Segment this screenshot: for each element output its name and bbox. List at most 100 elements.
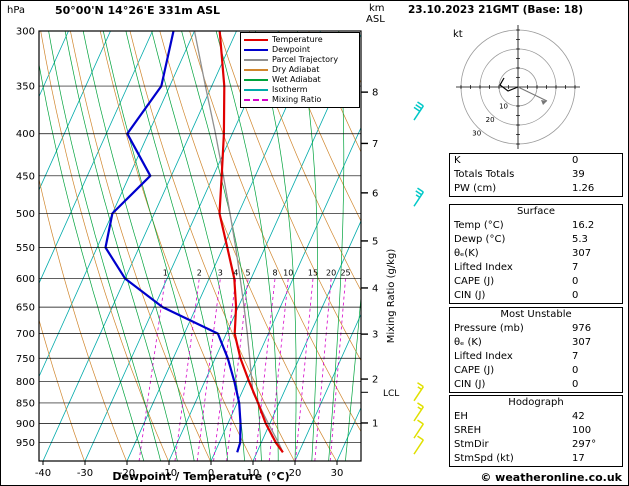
svg-text:5: 5 [246, 269, 251, 278]
row-value: 0 [572, 155, 579, 166]
svg-text:850: 850 [16, 398, 35, 409]
row-value: 100 [572, 425, 592, 436]
storm-motion-vector [517, 86, 548, 102]
svg-text:-40: -40 [35, 468, 51, 479]
row-label: K [454, 155, 461, 166]
row-label: StmSpd (kt) [454, 453, 514, 464]
svg-text:8: 8 [372, 88, 378, 99]
legend-label: Temperature [272, 35, 323, 44]
wind-barb [413, 402, 424, 422]
surface-table: Surface Temp (°C) 16.2 Dewp (°C) 5.3 θₑ(K)… [449, 204, 623, 304]
table-row: SREH 100 [450, 424, 622, 438]
hodograph-trace [499, 77, 519, 92]
svg-text:1: 1 [372, 418, 378, 429]
row-value: 42 [572, 411, 585, 422]
svg-text:-30: -30 [77, 468, 93, 479]
svg-text:3: 3 [218, 269, 223, 278]
x-axis-label: Dewpoint / Temperature (°C) [112, 470, 290, 483]
row-value: 7 [572, 351, 579, 362]
svg-text:7: 7 [372, 139, 378, 150]
row-label: SREH [454, 425, 482, 436]
hodograph-ring-label: 10 [499, 102, 508, 110]
svg-text:2: 2 [197, 269, 202, 278]
most-unstable-table: Most Unstable Pressure (mb) 976 θₑ (K) 307… [449, 307, 623, 393]
legend-swatch-mixing-ratio [244, 99, 268, 101]
legend-swatch-dry-adiabat [244, 69, 268, 71]
svg-text:10: 10 [247, 468, 260, 479]
svg-text:15: 15 [308, 269, 318, 278]
table-row: Pressure (mb) 976 [450, 322, 622, 336]
row-value: 0 [572, 276, 579, 287]
table-row: θₑ (K) 307 [450, 336, 622, 350]
table-row: Dewp (°C) 5.3 [450, 233, 622, 247]
altitude-unit-asl-label: ASL [366, 14, 385, 25]
svg-text:300: 300 [16, 27, 35, 38]
legend-label: Wet Adiabat [272, 75, 321, 84]
wind-barb [413, 419, 424, 439]
legend-item-dewpoint: Dewpoint [244, 45, 356, 55]
altitude-unit-km-label: km [369, 3, 385, 14]
plot-border [38, 30, 362, 462]
svg-text:750: 750 [16, 354, 35, 365]
mixing-ratio-lines [138, 278, 346, 461]
hodograph-unit-label: kt [453, 29, 463, 40]
legend-item-parcel-trajectory: Parcel Trajectory [244, 55, 356, 65]
table-row: θₑ(K) 307 [450, 247, 622, 261]
row-value: 17 [572, 453, 585, 464]
wind-barb [413, 101, 424, 121]
table-row: Temp (°C) 16.2 [450, 219, 622, 233]
svg-text:3: 3 [372, 330, 378, 341]
row-value: 16.2 [572, 220, 595, 231]
pressure-tick-labels: 300 350 400 450 500 550 600 650 700 750 800 850 900 9… [16, 27, 35, 450]
svg-text:8: 8 [272, 269, 277, 278]
svg-text:350: 350 [16, 82, 35, 93]
row-label: EH [454, 411, 468, 422]
legend-label: Mixing Ratio [272, 95, 322, 104]
row-value: 0 [572, 365, 579, 376]
svg-text:10: 10 [283, 269, 293, 278]
station-title: 50°00'N 14°26'E 331m ASL [55, 4, 221, 17]
temp-axis: -40 -30 -20 -10 0 10 20 30 [35, 461, 344, 479]
legend-swatch-isotherm [244, 89, 268, 91]
wind-barb [413, 382, 424, 402]
svg-text:-10: -10 [161, 468, 177, 479]
wind-barb [413, 435, 424, 455]
row-value: 5.3 [572, 234, 588, 245]
row-label: Dewp (°C) [454, 234, 506, 245]
legend-label: Isotherm [272, 85, 308, 94]
storm-motion-arrowhead [541, 100, 547, 105]
skewt-diagram: 1 2 3 4 5 8 10 15 20 2530035040045050055060065070… [16, 27, 424, 479]
row-label: PW (cm) [454, 183, 497, 194]
table-row: StmDir 297° [450, 438, 622, 452]
hodograph-ring-label: 30 [472, 129, 481, 137]
row-label: θₑ (K) [454, 337, 482, 348]
legend-label: Parcel Trajectory [272, 55, 339, 64]
row-label: Temp (°C) [454, 220, 504, 231]
svg-text:1: 1 [163, 269, 168, 278]
row-value: 307 [572, 337, 592, 348]
svg-text:5: 5 [372, 236, 378, 247]
dewpoint-curve [104, 31, 242, 453]
svg-text:400: 400 [16, 129, 35, 140]
svg-text:30: 30 [331, 468, 344, 479]
table-row: Totals Totals 39 [450, 168, 622, 182]
wind-barbs [413, 101, 424, 455]
row-value: 0 [572, 290, 579, 301]
row-label: CIN (J) [454, 290, 486, 301]
row-label: StmDir [454, 439, 489, 450]
legend-swatch-dewpoint [244, 49, 268, 51]
parcel-trajectory-curve [193, 31, 284, 453]
table-row: CIN (J) 0 [450, 378, 622, 392]
svg-text:450: 450 [16, 171, 35, 182]
table-row: CAPE (J) 0 [450, 275, 622, 289]
row-value: 39 [572, 169, 585, 180]
svg-text:950: 950 [16, 438, 35, 449]
mixing-ratio-labels: 1 2 3 4 5 8 10 15 20 25 [163, 269, 351, 278]
table-row: Lifted Index 7 [450, 261, 622, 275]
wind-barb [413, 187, 424, 207]
row-label: Totals Totals [454, 169, 515, 180]
hodograph-table: Hodograph EH 42 SREH 100 StmDir 297° StmSpd… [449, 395, 623, 467]
legend-item-dry-adiabat: Dry Adiabat [244, 65, 356, 75]
row-value: 297° [572, 439, 597, 450]
